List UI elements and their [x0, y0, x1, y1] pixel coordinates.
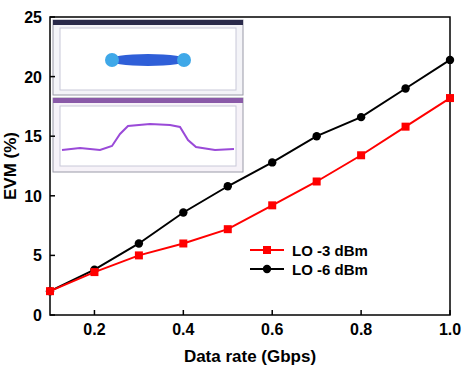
y-tick-label: 15 — [24, 128, 42, 145]
chart: 0 5 10 15 20 25 0.2 0.4 0.6 0.8 1.0 Data rate (Gbps… — [0, 0, 474, 388]
series-line — [50, 98, 450, 291]
inset-constellation — [108, 54, 188, 66]
x-tick-label: 0.8 — [350, 321, 372, 338]
y-tick-label: 25 — [24, 9, 42, 26]
inset-constellation — [177, 53, 191, 67]
x-tick — [183, 310, 185, 315]
y-tick-label: 5 — [33, 247, 42, 264]
legend-label: LO -3 dBm — [292, 242, 368, 259]
inset-screen — [60, 28, 236, 90]
x-axis-title: Data rate (Gbps) — [184, 347, 316, 366]
inset — [53, 20, 243, 172]
inset-bar — [53, 20, 243, 25]
y-axis-title: EVM (%) — [1, 132, 20, 200]
series-marker — [268, 201, 276, 209]
series-marker — [135, 251, 143, 259]
series-marker — [135, 239, 143, 247]
y-tick — [50, 195, 55, 197]
series-marker — [313, 177, 321, 185]
series-marker — [446, 56, 454, 64]
series-marker — [46, 287, 54, 295]
y-tick-label: 20 — [24, 69, 42, 86]
y-tick-label: 10 — [24, 188, 42, 205]
series-line — [50, 60, 450, 291]
y-tick — [50, 255, 55, 257]
x-tick-label: 0.6 — [261, 321, 283, 338]
inset-bar — [53, 98, 243, 103]
y-tick — [50, 76, 55, 78]
x-tick — [94, 310, 96, 315]
series-marker — [401, 84, 409, 92]
x-tick — [449, 310, 451, 315]
series-marker — [90, 268, 98, 276]
legend-marker — [263, 246, 271, 254]
series-marker — [46, 287, 54, 295]
y-tick-label: 0 — [33, 307, 42, 324]
x-tick — [360, 310, 362, 315]
series-marker — [179, 239, 187, 247]
x-tick-label: 1.0 — [439, 321, 461, 338]
x-tick-label: 0.2 — [83, 321, 105, 338]
series-marker — [357, 151, 365, 159]
y-tick — [50, 135, 55, 137]
y-tick — [50, 16, 55, 18]
legend-marker — [263, 265, 271, 273]
x-tick-label: 0.4 — [172, 321, 194, 338]
y-tick — [50, 314, 55, 316]
series-marker — [224, 182, 232, 190]
inset-spectrum — [62, 124, 234, 150]
series-marker — [312, 132, 320, 140]
series-marker — [179, 208, 187, 216]
data-group — [46, 56, 454, 296]
series-marker — [357, 113, 365, 121]
inset-screen — [60, 106, 236, 166]
series-marker — [224, 225, 232, 233]
x-tick — [271, 310, 273, 315]
inset-constellation — [105, 53, 119, 67]
series-marker — [268, 158, 276, 166]
plot-frame — [50, 17, 450, 315]
series-marker — [446, 94, 454, 102]
inset-panel — [53, 98, 243, 172]
series-marker — [402, 123, 410, 131]
legend: LO -3 dBm LO -6 dBm — [250, 242, 368, 278]
inset-panel — [53, 20, 243, 95]
legend-label: LO -6 dBm — [292, 261, 368, 278]
